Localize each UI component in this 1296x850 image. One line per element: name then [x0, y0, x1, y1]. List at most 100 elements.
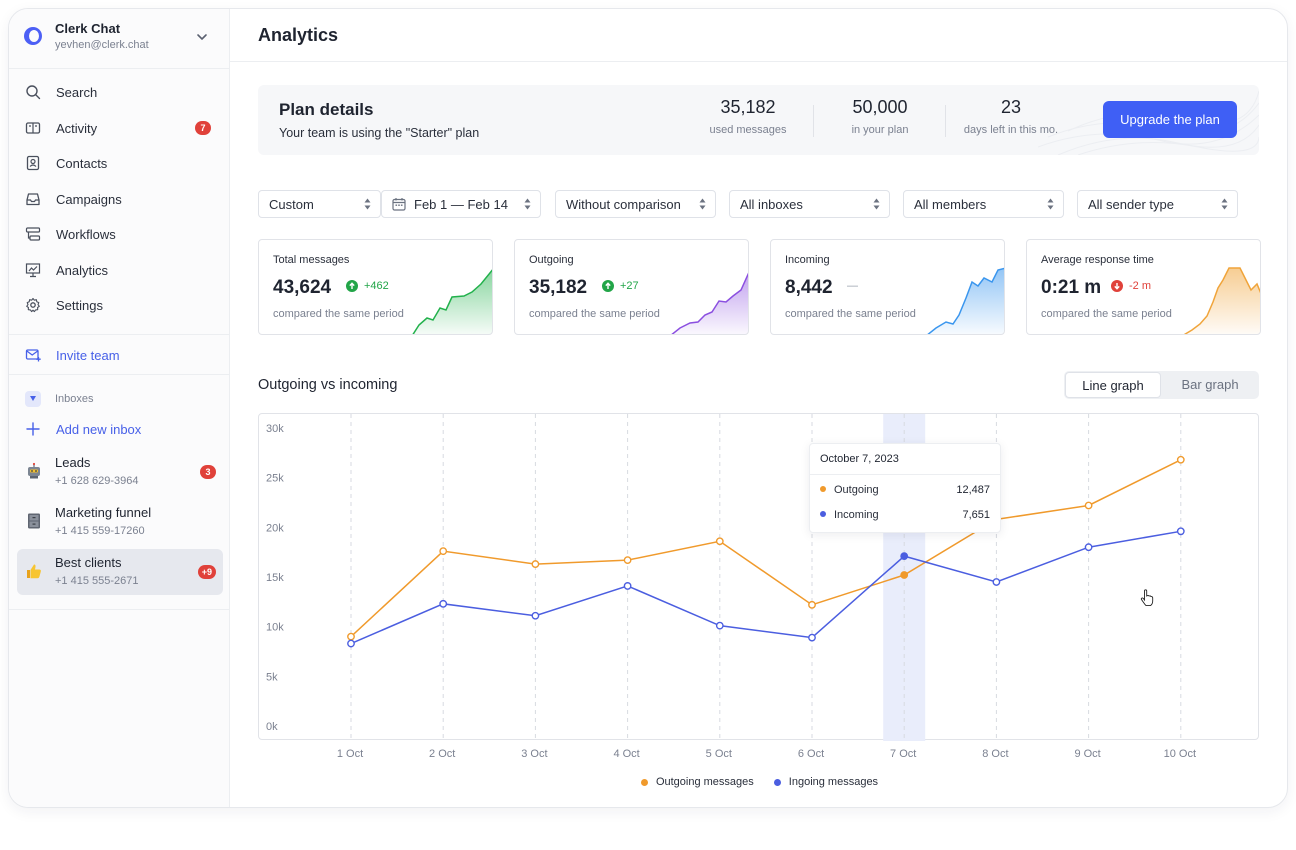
tooltip-label: Outgoing [834, 484, 879, 496]
tooltip-value: 12,487 [956, 484, 990, 496]
legend-label: Ingoing messages [788, 776, 879, 788]
stat-label: in your plan [851, 124, 909, 136]
clerk-chat-logo-icon [24, 27, 42, 45]
data-point-ingoing [1176, 527, 1185, 536]
series-line-outgoing [350, 459, 1182, 638]
stat-divider [813, 105, 814, 137]
sidebar-item-activity[interactable]: Activity 7 [23, 114, 219, 142]
data-point-outgoing [900, 571, 909, 579]
inbox-phone: +1 415 559-17260 [55, 525, 145, 537]
up-down-chevron-icon [1221, 198, 1228, 210]
stat-value: 35,182 [720, 97, 776, 117]
sender-type-select-value: All sender type [1088, 196, 1174, 212]
data-point-ingoing [900, 552, 909, 561]
inbox-phone: +1 415 555-2671 [55, 575, 139, 587]
activity-icon [25, 122, 41, 134]
inboxes-collapse-icon[interactable] [25, 391, 41, 407]
sidebar-item-contacts[interactable]: Contacts [23, 149, 219, 177]
card-delta-value: — [847, 280, 858, 292]
card-title: Total messages [273, 254, 350, 266]
average-response-time-card[interactable]: Average response time 0:21 m -2 m compar… [1026, 239, 1261, 335]
card-value: 43,624 [273, 277, 332, 298]
y-tick-label: 20k [266, 522, 284, 534]
inbox-item-best-clients[interactable]: Best clients +1 415 555-2671 +9 [17, 549, 223, 595]
workspace-name: Clerk Chat [55, 21, 121, 36]
x-tick-label: 6 Oct [798, 748, 824, 760]
search-icon [26, 85, 41, 100]
x-tick-label: 10 Oct [1164, 748, 1196, 760]
calendar-icon [392, 198, 406, 211]
upgrade-plan-button[interactable]: Upgrade the plan [1103, 101, 1237, 138]
arrow-up-circle-icon [346, 280, 358, 292]
comparison-select[interactable]: Without comparison [555, 190, 716, 218]
stat-label: used messages [709, 124, 787, 136]
plan-details-subtitle: Your team is using the "Starter" plan [279, 126, 480, 140]
activity-count-badge: 7 [195, 121, 211, 135]
workflows-icon [25, 227, 41, 241]
up-down-chevron-icon [524, 198, 531, 210]
sidebar-item-label: Workflows [56, 226, 116, 242]
incoming-card[interactable]: Incoming 8,442 — compared the same perio… [770, 239, 1005, 335]
card-delta: — [847, 280, 858, 292]
sidebar-item-label: Contacts [56, 155, 108, 171]
inbox-item-marketing-funnel[interactable]: Marketing funnel +1 415 559-17260 [17, 499, 223, 545]
sidebar-item-label: Analytics [56, 262, 109, 278]
x-axis-labels: 1 Oct 2 Oct 3 Oct 4 Oct 5 Oct 6 Oct 7 Oct 8 Oct… [337, 748, 1196, 760]
invite-team-link[interactable]: Invite team [23, 341, 219, 369]
cabinet-emoji-icon [28, 513, 40, 529]
line-chart[interactable]: 30k 25k 20k 15k 10k 5k 0k [259, 414, 1260, 741]
card-delta-value: -2 m [1129, 280, 1151, 292]
card-delta: -2 m [1111, 280, 1151, 292]
total-messages-card[interactable]: Total messages 43,624 +462 compared the … [258, 239, 493, 335]
sidebar-item-campaigns[interactable]: Campaigns [23, 185, 219, 213]
inboxes-select[interactable]: All inboxes [729, 190, 890, 218]
data-point-ingoing [808, 633, 816, 642]
sender-type-select[interactable]: All sender type [1077, 190, 1238, 218]
legend-item-outgoing[interactable]: Outgoing messages [640, 776, 754, 788]
tooltip-row-incoming: Incoming 7,651 [820, 509, 990, 521]
inbox-unread-badge: 3 [200, 465, 216, 479]
card-caption: compared the same period [1041, 308, 1172, 320]
sidebar-item-workflows[interactable]: Workflows [23, 220, 219, 248]
tooltip-dot [820, 486, 826, 492]
sidebar-divider [9, 374, 230, 375]
data-point-outgoing [347, 632, 355, 641]
sidebar: Clerk Chat yevhen@clerk.chat Search Acti… [9, 9, 230, 807]
date-range-picker[interactable]: Feb 1 — Feb 14 [381, 190, 541, 218]
total-messages-sparkline [412, 269, 492, 334]
tooltip-date: October 7, 2023 [820, 453, 899, 465]
sidebar-item-analytics[interactable]: Analytics [23, 256, 219, 284]
inbox-name: Best clients [55, 555, 122, 570]
data-point-outgoing [531, 560, 540, 568]
bar-graph-tab[interactable]: Bar graph [1181, 377, 1239, 392]
chart-legend: Outgoing messages Ingoing messages [230, 776, 1287, 788]
legend-item-ingoing[interactable]: Ingoing messages [773, 776, 879, 788]
outgoing-card[interactable]: Outgoing 35,182 +27 compared the same pe… [514, 239, 749, 335]
sidebar-item-label: Settings [56, 297, 103, 313]
sidebar-item-search[interactable]: Search [23, 78, 219, 106]
sidebar-item-settings[interactable]: Settings [23, 291, 219, 319]
card-title: Average response time [1041, 254, 1154, 266]
inboxes-select-value: All inboxes [740, 196, 803, 212]
y-tick-label: 25k [266, 473, 284, 485]
data-point-ingoing [347, 639, 355, 648]
add-new-inbox-button[interactable]: Add new inbox [23, 417, 141, 441]
inbox-item-leads[interactable]: Leads +1 628 629-3964 3 [17, 449, 223, 495]
header: Analytics [230, 9, 1287, 62]
campaigns-icon [26, 193, 40, 206]
y-tick-label: 0k [266, 721, 278, 733]
line-graph-tab[interactable]: Line graph [1065, 372, 1161, 398]
thumbs-up-emoji-icon [27, 564, 41, 579]
stat-label: days left in this mo. [963, 124, 1059, 136]
plan-details-panel: Plan details Your team is using the "Sta… [258, 85, 1259, 155]
days-left-stat: 23 days left in this mo. [948, 97, 1074, 136]
chart-tooltip: October 7, 2023 Outgoing 12,487 Incoming… [809, 443, 1001, 533]
inbox-name: Marketing funnel [55, 505, 152, 520]
y-tick-label: 5k [266, 671, 278, 683]
workspace-switcher[interactable]: Clerk Chat yevhen@clerk.chat [9, 9, 230, 69]
card-delta: +462 [346, 280, 389, 292]
chevron-down-icon[interactable] [195, 30, 209, 44]
sidebar-item-label: Activity [56, 120, 98, 136]
period-select[interactable]: Custom [258, 190, 381, 218]
members-select[interactable]: All members [903, 190, 1064, 218]
